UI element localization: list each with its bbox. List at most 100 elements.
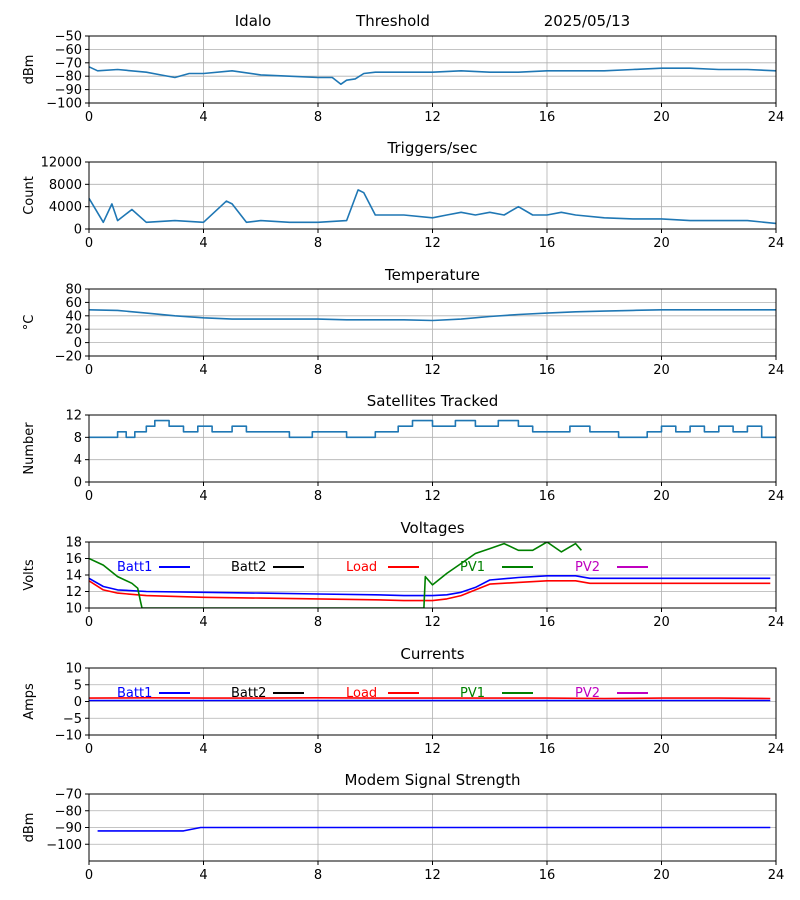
y-tick-label: −10 <box>55 729 82 744</box>
x-tick-label: 4 <box>199 110 207 125</box>
x-tick-label: 4 <box>199 742 207 757</box>
y-tick-label: −100 <box>46 838 82 853</box>
y-axis-label: Number <box>22 422 37 475</box>
x-tick-label: 0 <box>85 742 93 757</box>
report-date: 2025/05/13 <box>544 12 630 30</box>
x-tick-label: 12 <box>424 615 441 630</box>
legend-label: Load <box>346 686 377 701</box>
x-tick-label: 16 <box>539 236 556 251</box>
x-tick-label: 20 <box>653 110 670 125</box>
x-tick-label: 0 <box>85 236 93 251</box>
y-axis-label: °C <box>22 315 37 331</box>
panel-title: Temperature <box>384 266 480 284</box>
y-tick-label: 10 <box>65 602 82 617</box>
y-tick-label: 5 <box>74 678 82 693</box>
series-line <box>97 826 771 832</box>
legend-label: PV2 <box>575 686 600 701</box>
x-tick-label: 24 <box>768 742 785 757</box>
x-tick-label: 0 <box>85 363 93 378</box>
y-tick-label: −70 <box>55 788 82 803</box>
y-tick-label: 12000 <box>41 156 82 171</box>
y-tick-label: 20 <box>65 323 82 338</box>
y-tick-label: 8000 <box>49 178 82 193</box>
x-tick-label: 0 <box>85 489 93 504</box>
x-tick-label: 8 <box>314 868 322 883</box>
x-tick-label: 20 <box>653 489 670 504</box>
x-tick-label: 12 <box>424 868 441 883</box>
threshold-label: Threshold <box>355 12 430 30</box>
x-tick-label: 24 <box>768 615 785 630</box>
x-tick-label: 20 <box>653 742 670 757</box>
y-tick-label: −80 <box>55 804 82 819</box>
y-axis-label: dBm <box>22 55 37 85</box>
panel-3: 0 4 8 12 16 20 24 0 4 8 12 Satellites Tracked Number <box>22 392 784 504</box>
y-tick-label: 0 <box>74 695 82 710</box>
panel-1: 0 4 8 12 16 20 24 0 4000 8000 12000 Triggers/sec Cou… <box>22 139 784 251</box>
x-tick-label: 4 <box>199 615 207 630</box>
y-tick-label: 18 <box>65 536 82 551</box>
legend-label: PV1 <box>460 560 485 575</box>
x-tick-label: 8 <box>314 615 322 630</box>
x-tick-label: 8 <box>314 489 322 504</box>
panel-title: Satellites Tracked <box>367 392 498 410</box>
panel-title: Voltages <box>400 519 464 537</box>
y-tick-label: 80 <box>65 283 82 298</box>
x-tick-label: 12 <box>424 236 441 251</box>
legend-label: Batt2 <box>231 686 266 701</box>
y-tick-label: −90 <box>55 83 82 98</box>
y-axis-label: dBm <box>22 813 37 843</box>
legend-label: Batt1 <box>117 686 152 701</box>
legend-label: PV2 <box>575 560 600 575</box>
legend-label: PV1 <box>460 686 485 701</box>
series-line-pv1 <box>89 542 583 608</box>
x-tick-label: 12 <box>424 489 441 504</box>
y-tick-label: −5 <box>63 712 82 727</box>
x-tick-label: 24 <box>768 236 785 251</box>
legend-label: Batt2 <box>231 560 266 575</box>
y-tick-label: −60 <box>55 43 82 58</box>
series-line <box>89 419 776 439</box>
series-line <box>89 66 776 85</box>
x-tick-label: 8 <box>314 110 322 125</box>
y-tick-label: 4000 <box>49 200 82 215</box>
y-tick-label: 12 <box>65 409 82 424</box>
station-name: Idalo <box>235 12 271 30</box>
x-tick-label: 16 <box>539 489 556 504</box>
panel-6: 0 4 8 12 16 20 24 −100 −90 −80−70 Modem Signal Str… <box>22 771 784 883</box>
y-tick-label: 60 <box>65 296 82 311</box>
y-tick-label: 0 <box>74 336 82 351</box>
x-tick-label: 24 <box>768 110 785 125</box>
y-tick-label: −50 <box>55 30 82 45</box>
legend-label: Batt1 <box>117 560 152 575</box>
x-tick-label: 16 <box>539 110 556 125</box>
panel-0: 0 4 8 12 16 20 24 −100−90−80−70−60−50 dBm <box>22 30 784 126</box>
panel-title: Currents <box>400 645 464 663</box>
x-tick-label: 16 <box>539 742 556 757</box>
x-tick-label: 16 <box>539 363 556 378</box>
x-tick-label: 8 <box>314 742 322 757</box>
panel-title: Modem Signal Strength <box>345 771 521 789</box>
legend-label: Load <box>346 560 377 575</box>
y-tick-label: −20 <box>55 350 82 365</box>
y-axis-label: Count <box>22 176 37 215</box>
x-tick-label: 12 <box>424 363 441 378</box>
x-tick-label: 20 <box>653 236 670 251</box>
x-tick-label: 24 <box>768 868 785 883</box>
x-tick-label: 4 <box>199 868 207 883</box>
series-line-batt1 <box>89 574 771 597</box>
y-tick-label: 8 <box>74 431 82 446</box>
y-axis-label: Amps <box>22 683 37 720</box>
panel-title: Triggers/sec <box>387 139 478 157</box>
y-tick-label: 14 <box>65 569 82 584</box>
x-tick-label: 4 <box>199 236 207 251</box>
series-line <box>89 189 776 225</box>
x-tick-label: 20 <box>653 868 670 883</box>
x-tick-label: 16 <box>539 615 556 630</box>
y-tick-label: 0 <box>74 223 82 238</box>
x-tick-label: 16 <box>539 868 556 883</box>
x-tick-label: 24 <box>768 489 785 504</box>
x-tick-label: 8 <box>314 236 322 251</box>
y-tick-label: 0 <box>74 476 82 491</box>
